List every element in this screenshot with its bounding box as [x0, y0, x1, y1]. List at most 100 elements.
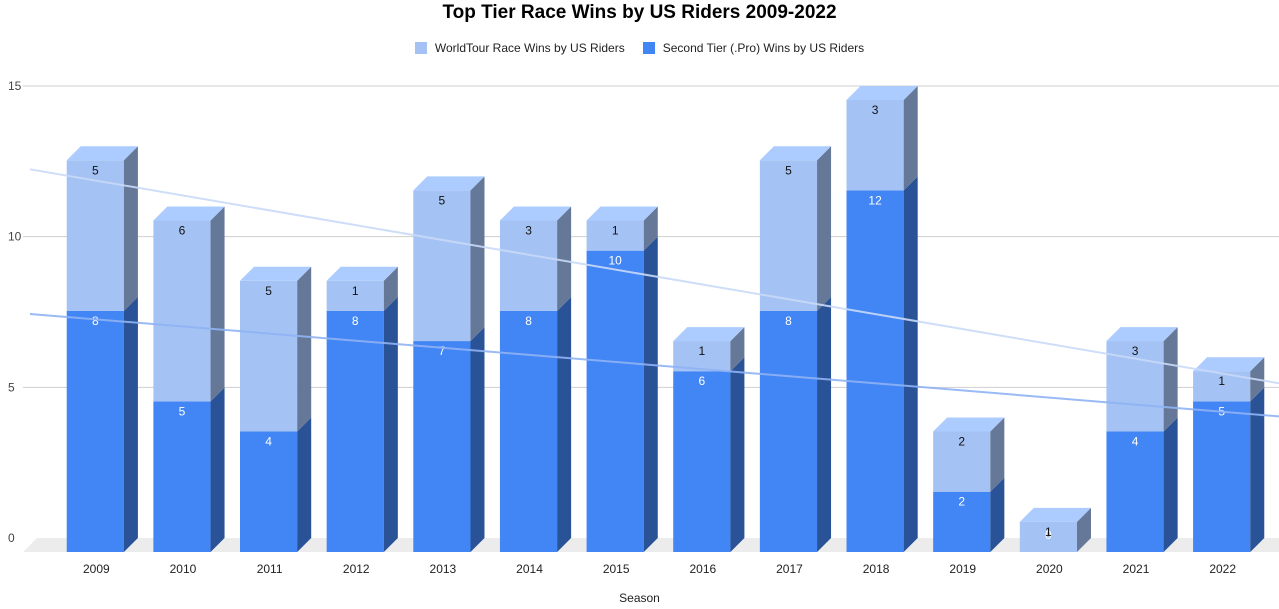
bar-side-worldtour-2019 — [990, 417, 1005, 492]
bar-side-worldtour-2020 — [1076, 507, 1091, 552]
bar-side-second-tier-2010 — [210, 387, 225, 552]
data-label-second-tier-2016: 6 — [698, 374, 705, 388]
x-tick-label-2018: 2018 — [863, 562, 890, 576]
bar-top-2009 — [66, 146, 138, 161]
bar-worldtour-2018 — [846, 100, 904, 191]
data-label-worldtour-2014: 3 — [525, 224, 532, 238]
bar-second-tier-2013 — [413, 341, 471, 552]
bar-side-worldtour-2014 — [557, 206, 572, 311]
data-label-second-tier-2019: 2 — [958, 495, 965, 509]
data-label-worldtour-2016: 1 — [698, 344, 705, 358]
data-label-second-tier-2018: 12 — [868, 193, 882, 207]
bar-worldtour-2010 — [153, 220, 211, 402]
x-tick-label-2012: 2012 — [343, 562, 370, 576]
data-label-worldtour-2011: 5 — [265, 284, 272, 298]
legend-item-worldtour[interactable]: WorldTour Race Wins by US Riders — [414, 41, 625, 55]
x-tick-label-2013: 2013 — [430, 562, 457, 576]
bar-side-worldtour-2009 — [123, 146, 138, 311]
bar-side-second-tier-2018 — [903, 176, 918, 552]
bar-top-2016 — [673, 327, 745, 342]
bar-worldtour-2016 — [673, 341, 731, 372]
data-label-worldtour-2013: 5 — [439, 193, 446, 207]
bar-worldtour-2009 — [66, 160, 124, 311]
bar-worldtour-2019 — [933, 431, 991, 492]
data-label-second-tier-2017: 8 — [785, 314, 792, 328]
data-label-second-tier-2020: 0 — [1045, 528, 1052, 542]
bar-side-worldtour-2012 — [383, 266, 398, 311]
x-tick-label-2009: 2009 — [83, 562, 110, 576]
chart-title: Top Tier Race Wins by US Riders 2009-202… — [442, 2, 837, 23]
bar-worldtour-2013 — [413, 190, 471, 342]
legend-label-worldtour: WorldTour Race Wins by US Riders — [434, 41, 625, 55]
x-tick-label-2020: 2020 — [1036, 562, 1063, 576]
bar-top-2021 — [1106, 327, 1178, 342]
y-tick-label: 0 — [8, 531, 15, 545]
data-label-worldtour-2020: 1 — [1045, 525, 1052, 539]
x-tick-label-2017: 2017 — [776, 562, 803, 576]
bar-side-second-tier-2011 — [297, 417, 312, 552]
bar-side-second-tier-2019 — [990, 477, 1005, 552]
bar-side-second-tier-2013 — [470, 327, 485, 552]
bar-side-second-tier-2009 — [123, 296, 138, 552]
bar-worldtour-2017 — [759, 160, 818, 311]
bar-top-2010 — [153, 206, 225, 221]
bar-top-2015 — [586, 206, 658, 221]
bar-top-2011 — [240, 266, 312, 281]
bar-worldtour-2011 — [240, 280, 298, 432]
bar-side-second-tier-2021 — [1163, 417, 1178, 552]
bar-side-worldtour-2011 — [297, 266, 312, 432]
y-tick-label: 15 — [8, 79, 22, 93]
legend-swatch-second-tier — [642, 42, 655, 54]
x-tick-label-2021: 2021 — [1123, 562, 1150, 576]
bar-second-tier-2017 — [759, 310, 818, 552]
x-tick-label-2016: 2016 — [689, 562, 716, 576]
trendline-worldtour — [29, 168, 1279, 385]
bar-side-worldtour-2021 — [1163, 327, 1178, 432]
x-tick-label-2010: 2010 — [170, 562, 197, 576]
bar-side-second-tier-2014 — [557, 296, 572, 552]
bar-side-worldtour-2010 — [210, 206, 225, 402]
data-label-worldtour-2017: 5 — [785, 163, 792, 177]
bar-second-tier-2021 — [1106, 431, 1164, 552]
bar-side-second-tier-2016 — [730, 357, 745, 552]
bar-second-tier-2018 — [846, 190, 904, 552]
bar-top-2022 — [1193, 357, 1265, 372]
legend-label-second-tier: Second Tier (.Pro) Wins by US Riders — [662, 41, 865, 55]
bar-second-tier-2015 — [586, 250, 644, 552]
data-label-worldtour-2019: 2 — [958, 434, 965, 448]
bar-side-second-tier-2015 — [643, 236, 658, 552]
bar-top-2019 — [933, 417, 1005, 432]
data-label-worldtour-2009: 5 — [92, 163, 99, 177]
bar-side-worldtour-2017 — [817, 146, 832, 311]
bar-worldtour-2012 — [326, 280, 384, 311]
data-label-worldtour-2012: 1 — [352, 284, 359, 298]
bar-side-worldtour-2015 — [643, 206, 658, 251]
data-label-worldtour-2022: 1 — [1218, 374, 1225, 388]
bar-second-tier-2011 — [240, 431, 298, 552]
y-tick-label: 5 — [8, 380, 15, 394]
legend-swatch-worldtour — [414, 42, 427, 54]
bar-second-tier-2009 — [66, 310, 124, 552]
data-label-second-tier-2011: 4 — [265, 434, 272, 448]
data-label-worldtour-2018: 3 — [872, 103, 879, 117]
data-label-worldtour-2010: 6 — [179, 224, 186, 238]
x-tick-label-2011: 2011 — [257, 562, 283, 576]
x-tick-label-2022: 2022 — [1209, 562, 1236, 576]
data-label-worldtour-2021: 3 — [1132, 344, 1139, 358]
legend-item-second-tier[interactable]: Second Tier (.Pro) Wins by US Riders — [642, 41, 865, 55]
bar-second-tier-2010 — [153, 401, 211, 552]
bar-side-second-tier-2017 — [817, 296, 832, 552]
bar-second-tier-2014 — [499, 310, 558, 552]
bar-worldtour-2015 — [586, 220, 644, 251]
bar-second-tier-2016 — [673, 371, 731, 552]
bar-top-2013 — [413, 176, 485, 191]
x-tick-label-2015: 2015 — [603, 562, 630, 576]
legend: WorldTour Race Wins by US Riders Second … — [0, 41, 1279, 55]
bar-side-worldtour-2018 — [903, 86, 918, 191]
data-label-second-tier-2021: 4 — [1132, 434, 1139, 448]
bar-worldtour-2020 — [1019, 521, 1077, 552]
data-label-second-tier-2009: 8 — [92, 314, 99, 328]
x-tick-label-2014: 2014 — [516, 562, 543, 576]
data-label-second-tier-2015: 10 — [608, 254, 622, 268]
